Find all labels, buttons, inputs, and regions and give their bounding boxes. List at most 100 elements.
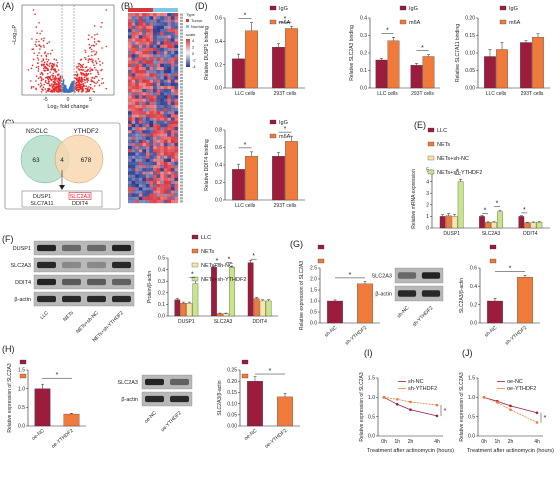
heatmap-cell: [156, 79, 161, 83]
heatmap-cell: [128, 168, 132, 172]
volcano-point: [60, 83, 63, 85]
blot-row-label: SLC2A3: [11, 263, 32, 269]
heatmap-cell: [163, 47, 168, 52]
heatmap-cell: [167, 152, 172, 156]
legend-swatch: [427, 141, 435, 147]
heatmap-cell: [167, 76, 172, 80]
volcano-point: [90, 44, 93, 47]
heatmap-cell: [142, 155, 147, 159]
heatmap-cell: [142, 101, 147, 106]
heatmap-cell: [142, 130, 147, 134]
bar: [253, 298, 260, 317]
heatmap-cell: [156, 184, 161, 188]
heatmap-cell: [138, 184, 143, 188]
blot-strip: [141, 391, 193, 407]
data-point: [435, 414, 439, 418]
heatmap-cell: [153, 104, 157, 109]
volcano-point: [47, 52, 49, 55]
heatmap-cell: [170, 180, 175, 185]
heatmap-cell: [167, 60, 172, 64]
heatmap-cell: [128, 174, 132, 178]
volcano-point: [89, 70, 91, 73]
heatmap-cell: [145, 38, 150, 42]
heatmap-cell: [174, 180, 179, 185]
bar: [174, 299, 181, 317]
volcano-point: [82, 66, 84, 69]
data-point: [409, 400, 412, 404]
row-label-mark: [180, 111, 183, 114]
heatmap-cell: [167, 139, 172, 144]
volcano-point: [40, 72, 43, 74]
arrow-head: [59, 185, 65, 190]
heatmap-cell: [142, 193, 147, 197]
data-point: [435, 403, 439, 407]
volcano-point: [60, 86, 62, 89]
heatmap-cell: [142, 123, 147, 128]
heatmap-cell: [128, 177, 132, 182]
heatmap-cell: [170, 187, 175, 191]
heatmap-cell: [167, 130, 172, 134]
row-label-mark: [180, 92, 183, 95]
legend-label: NETs: [201, 249, 214, 255]
volcano-point: [76, 78, 78, 81]
heatmap-cell: [138, 92, 143, 96]
heatmap-cell: [149, 28, 154, 33]
heatmap-cell: [142, 133, 147, 137]
volcano-point: [97, 73, 100, 75]
row-label-mark: [180, 159, 183, 162]
y-tick-label: 2.0: [310, 277, 317, 283]
heatmap-cell: [149, 190, 154, 194]
row-label-mark: [180, 200, 183, 203]
y-tick-label: 0.10: [227, 401, 237, 407]
heatmap-cell: [153, 190, 157, 194]
heatmap-cell: [160, 47, 164, 52]
bar: [265, 300, 272, 317]
x-category-label: oe-NC: [31, 428, 46, 442]
x-tick-label: 5: [89, 97, 92, 103]
volcano-point: [43, 37, 45, 40]
volcano-point: [56, 65, 59, 68]
x-category-label: DDIT4: [523, 231, 538, 237]
volcano-point: [62, 81, 64, 83]
heatmap-cell: [149, 108, 154, 112]
heatmap-cell: [145, 177, 150, 182]
panel-letter: (F): [2, 234, 14, 244]
heatmap-cell: [131, 199, 136, 204]
heatmap-cell: [153, 161, 157, 166]
heatmap-cell: [153, 196, 157, 201]
y-tick-label: 0.20: [227, 379, 237, 385]
heatmap-cell: [135, 168, 139, 172]
volcano-point: [91, 36, 93, 38]
heatmap-cell: [170, 60, 175, 64]
heatmap-cell: [153, 28, 157, 33]
heatmap-cell: [160, 152, 164, 156]
heatmap-cell: [149, 136, 154, 140]
significance-star: *: [284, 126, 287, 133]
volcano-point: [84, 58, 87, 61]
heatmap-cell: [138, 180, 143, 185]
blot-row-label: DDIT4: [15, 280, 31, 286]
heatmap-cell: [149, 193, 154, 197]
heatmap-cell: [149, 98, 154, 102]
heatmap-cell: [145, 66, 150, 71]
legend-label: NETs+sh-NC: [201, 263, 233, 269]
heatmap-cell: [135, 177, 139, 182]
y-tick-label: 0.0: [158, 314, 165, 320]
heatmap-cell: [131, 187, 136, 191]
blot-band: [62, 278, 81, 286]
heatmap-cell: [138, 139, 143, 144]
heatmap-cell: [156, 152, 161, 156]
bar: [247, 381, 263, 427]
heatmap-cell: [131, 190, 136, 194]
heatmap-cell: [138, 146, 143, 150]
heatmap-cell: [131, 25, 136, 30]
heatmap-cell: [153, 165, 157, 169]
heatmap-cell: [149, 41, 154, 45]
blot-strip: [33, 291, 135, 307]
heatmap-cell: [174, 184, 179, 188]
heatmap-cell: [128, 76, 132, 80]
heatmap-cell: [142, 199, 147, 204]
heatmap-cell: [145, 79, 150, 83]
heatmap-cell: [153, 123, 157, 128]
heatmap-cell: [156, 35, 161, 39]
